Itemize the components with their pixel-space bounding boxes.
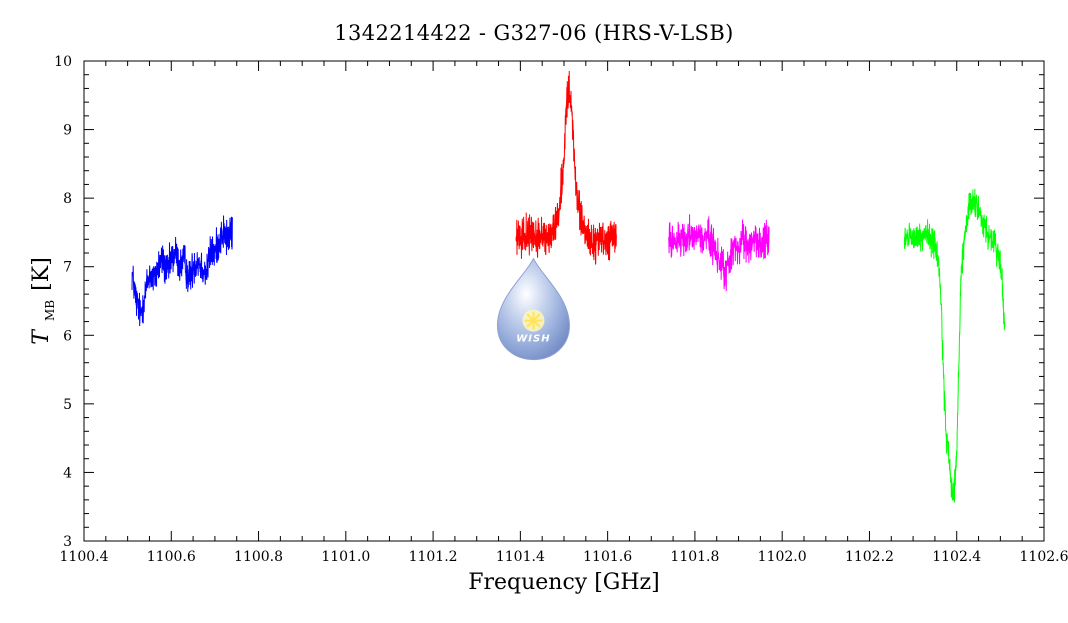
y-tick-label: 8 [63, 191, 72, 207]
x-axis-label: Frequency [GHz] [468, 570, 660, 595]
wish-logo-text: WISH [516, 334, 550, 345]
y-tick-label: 7 [63, 260, 72, 276]
wish-logo: WISH [497, 259, 569, 360]
y-tick-label: 10 [54, 54, 72, 70]
chart-title: 1342214422 - G327-06 (HRS-V-LSB) [334, 21, 734, 45]
spectrum-series-line [904, 189, 1004, 503]
x-tick-label: 1102.6 [1020, 549, 1068, 565]
y-axis-label: T MB [K] [29, 257, 58, 345]
y-tick-label: 5 [63, 397, 72, 413]
spectrum-series-line [669, 214, 769, 291]
y-tick-label: 6 [63, 328, 72, 344]
spectrum-series-line [132, 215, 232, 326]
x-tick-label: 1102.0 [758, 549, 807, 565]
spectrum-series-line [516, 71, 616, 265]
y-axis-label-subscript: MB [43, 300, 57, 321]
y-axis-label-main: T [29, 328, 54, 345]
spectrum-series [132, 71, 1005, 502]
x-tick-label: 1101.2 [409, 549, 458, 565]
x-tick-label: 1100.4 [60, 549, 109, 565]
y-tick-label: 9 [63, 123, 72, 139]
x-tick-label: 1100.8 [234, 549, 283, 565]
x-tick-label: 1101.6 [583, 549, 632, 565]
x-tick-label: 1100.6 [147, 549, 196, 565]
plot-frame [84, 61, 1044, 541]
y-tick-label: 4 [63, 465, 72, 481]
x-tick-label: 1101.4 [496, 549, 545, 565]
x-tick-label: 1101.0 [321, 549, 370, 565]
y-axis-label-text: T MB [K] [29, 257, 58, 345]
y-tick-label: 3 [63, 534, 72, 550]
x-tick-label: 1102.4 [932, 549, 981, 565]
x-tick-label: 1102.2 [845, 549, 894, 565]
y-axis-label-unit: [K] [29, 257, 54, 291]
x-tick-label: 1101.8 [670, 549, 719, 565]
